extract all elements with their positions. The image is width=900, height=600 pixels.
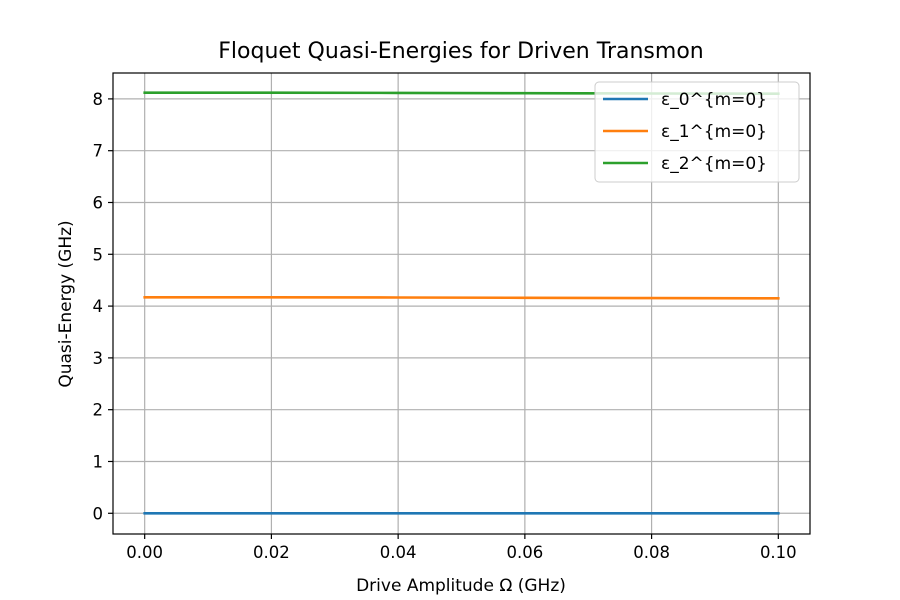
chart-title: Floquet Quasi-Energies for Driven Transm… <box>218 39 703 64</box>
y-tick-label: 8 <box>93 90 104 109</box>
x-tick-label: 0.06 <box>506 543 543 562</box>
y-tick-label: 4 <box>93 297 104 316</box>
y-axis-label: Quasi-Energy (GHz) <box>56 220 76 387</box>
y-tick-label: 5 <box>93 245 104 264</box>
x-tick-label: 0.00 <box>126 543 163 562</box>
x-tick-label: 0.10 <box>760 543 797 562</box>
grid <box>113 73 810 534</box>
y-tick-label: 2 <box>93 401 104 420</box>
x-axis-label: Drive Amplitude Ω (GHz) <box>356 576 566 596</box>
x-tick-label: 0.02 <box>253 543 290 562</box>
series-line-1 <box>143 295 780 300</box>
x-tick-label: 0.08 <box>633 543 670 562</box>
y-axis-ticks: 0 1 2 3 4 5 6 7 8 <box>93 90 113 523</box>
legend-box <box>594 81 800 183</box>
x-tick-label: 0.04 <box>380 543 417 562</box>
y-tick-label: 6 <box>93 193 104 212</box>
x-axis-ticks: 0.00 0.02 0.04 0.06 0.08 0.10 <box>126 534 797 562</box>
legend: ε_0^{m=0} ε_1^{m=0} ε_2^{m=0} <box>594 81 800 183</box>
y-tick-label: 7 <box>93 142 104 161</box>
plot-frame <box>112 72 811 535</box>
legend-label-0: ε_0^{m=0} <box>661 90 767 110</box>
y-tick-label: 3 <box>93 349 104 368</box>
legend-label-2: ε_2^{m=0} <box>661 154 767 174</box>
y-tick-label: 0 <box>93 504 104 523</box>
legend-label-1: ε_1^{m=0} <box>661 122 767 142</box>
y-tick-label: 1 <box>93 452 104 471</box>
